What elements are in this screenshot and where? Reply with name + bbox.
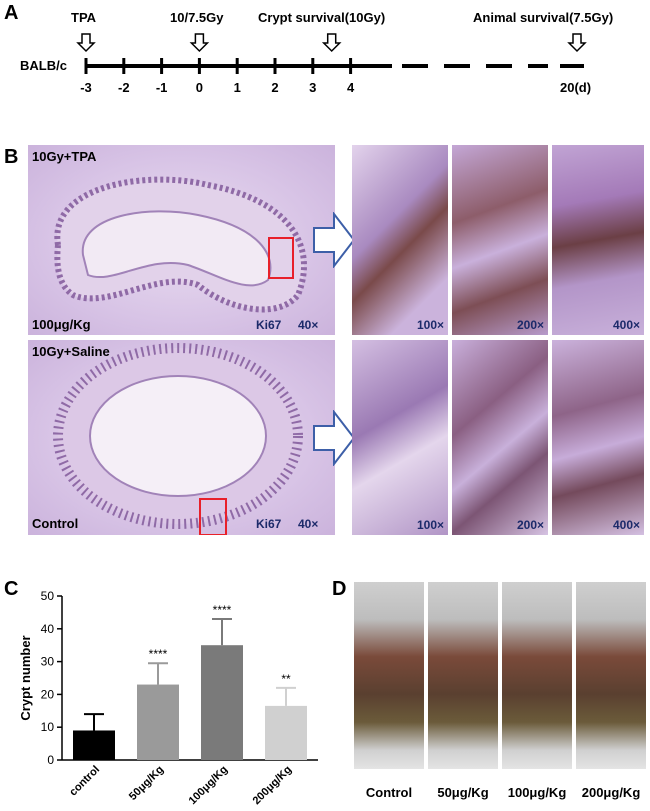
y-tick-label: 10 [41,720,55,734]
histology-saline-100x: 100× [352,340,448,535]
photo-label-control: Control [365,785,413,800]
mouse-photo-200 [576,582,646,769]
significance-marker: **** [213,603,232,617]
histology-treatment-label: 10Gy+Saline [32,344,110,359]
roi-box [199,498,227,535]
timeline-event-crypt-survival: Crypt survival(10Gy) [258,10,386,25]
x-tick-label: control [67,764,102,799]
timeline-strain-label: BALB/c [20,58,67,73]
roi-box [268,237,294,279]
y-tick-label: 50 [41,589,55,603]
significance-marker: ** [281,672,291,686]
histology-tpa-40x: 10Gy+TPA 100μg/Kg Ki67 40× [28,145,335,335]
timeline-end-label: 20(d) [560,80,592,95]
histology-saline-200x: 200× [452,340,548,535]
timeline-tick-label: 3 [309,80,317,95]
histology-mag-label: 40× [298,318,319,332]
histology-tpa-200x: 200× [452,145,548,335]
timeline [76,33,587,74]
bar [137,684,179,760]
mouse-photo-100 [502,582,572,769]
bar [201,645,243,760]
timeline-event-irradiation: 10/7.5Gy [170,10,224,25]
photo-label-200: 200μg/Kg [581,785,641,800]
timeline-tick-label: -3 [80,80,92,95]
x-tick-label: 100μg/Kg [187,764,231,808]
significance-marker: **** [149,647,168,661]
panel-c-letter: C [4,578,19,600]
mouse-photo-50 [428,582,498,769]
timeline-event-tpa: TPA [71,10,97,25]
histology-dose-label: 100μg/Kg [32,317,91,332]
timeline-tick-label: 2 [271,80,279,95]
histology-mag-label: 40× [298,517,319,531]
x-tick-label: 50μg/Kg [127,764,166,803]
bar [73,730,115,760]
zoom-arrow-row1 [313,212,356,268]
y-axis-label: Crypt number [18,635,33,720]
panel-d-letter: D [332,578,347,600]
histology-treatment-label: 10Gy+TPA [32,149,97,164]
intestine-cross-section [54,176,307,313]
y-tick-label: 0 [47,753,54,767]
down-arrow-icon [189,33,210,53]
crypt-number-bar-chart: 0 10 20 30 40 50 Crypt number control **** 50μg/K… [18,589,318,808]
zoom-mag-label: 200× [516,518,544,532]
timeline-tick-label: 0 [195,80,203,95]
histology-tpa-100x: 100× [352,145,448,335]
y-tick-label: 20 [41,687,55,701]
down-arrow-icon [567,33,587,53]
zoom-arrow-row2 [313,410,356,466]
timeline-tick-label: -1 [155,80,168,95]
zoom-mag-label: 400× [612,318,640,332]
histology-saline-400x: 400× [552,340,644,535]
timeline-tick-label: 4 [346,80,355,95]
down-arrow-icon [321,33,342,53]
histology-stain-label: Ki67 [256,318,282,332]
y-tick-label: 30 [41,655,55,669]
x-tick-label: 200μg/Kg [251,764,295,808]
photo-label-50: 50μg/Kg [437,785,489,800]
zoom-mag-label: 400× [612,518,640,532]
intestine-cross-section [53,343,303,529]
down-arrow-icon [76,33,96,53]
histology-tpa-400x: 400× [552,145,644,335]
timeline-tick-label: 1 [233,80,241,95]
zoom-mag-label: 100× [416,518,444,532]
timeline-event-animal-survival: Animal survival(7.5Gy) [473,10,614,25]
panel-b-letter: B [4,146,19,168]
zoom-mag-label: 200× [516,318,544,332]
mouse-photo-control [354,582,424,769]
timeline-tick-label: -2 [118,80,130,95]
y-tick-label: 40 [41,622,55,636]
panel-a-letter: A [4,2,19,24]
histology-saline-40x: 10Gy+Saline Control Ki67 40× [28,340,335,535]
zoom-mag-label: 100× [416,318,444,332]
photo-label-100: 100μg/Kg [507,785,567,800]
histology-stain-label: Ki67 [256,517,282,531]
bar [265,705,307,760]
histology-dose-label: Control [32,516,79,531]
